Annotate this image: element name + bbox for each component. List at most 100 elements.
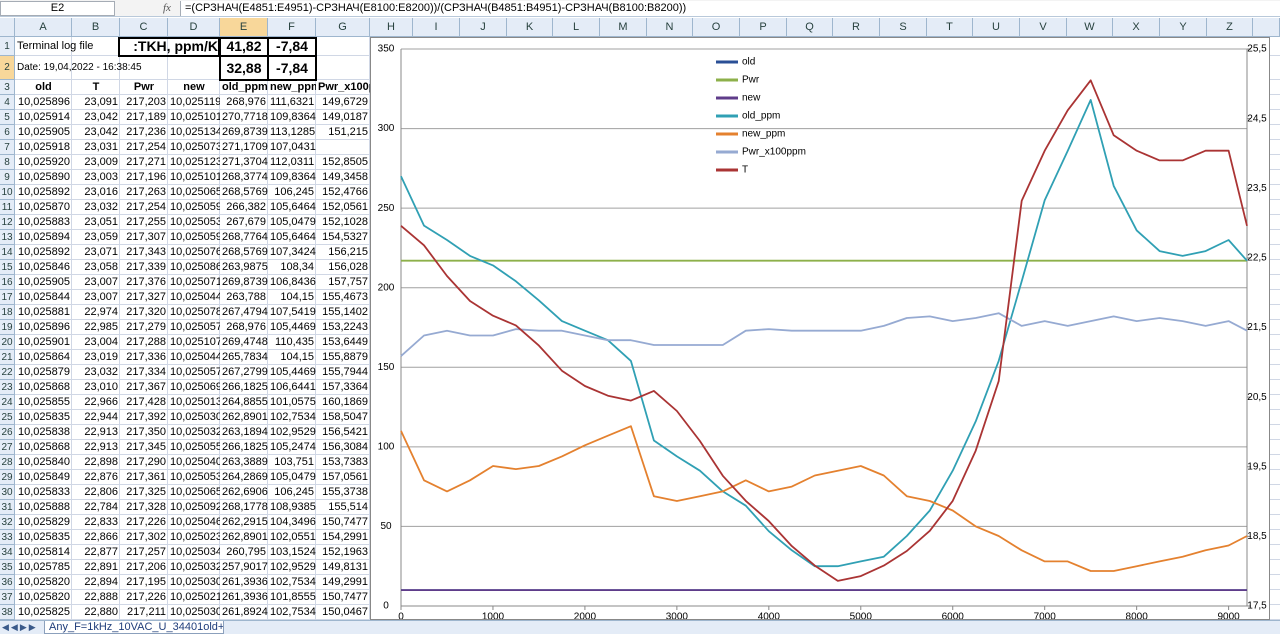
cell[interactable]: 22,784 [84,501,118,513]
row-header[interactable]: 33 [0,530,15,545]
row-header[interactable]: 4 [0,95,15,110]
cell[interactable]: 269,4748 [222,336,268,348]
cell[interactable]: 104,15 [280,291,314,303]
cell[interactable]: 22,891 [84,561,118,573]
row-header[interactable]: 26 [0,425,15,440]
column-header[interactable]: J [460,18,507,37]
cell[interactable]: 23,091 [84,96,118,108]
cell[interactable]: 22,894 [84,576,118,588]
cell[interactable]: 267,2799 [222,366,268,378]
row-header[interactable]: 30 [0,485,15,500]
formula-input[interactable]: =(СРЗНАЧ(E4851:E4951)-СРЗНАЧ(E8100:E8200… [180,1,1280,16]
cell[interactable]: 23,042 [84,126,118,138]
cell[interactable]: 217,206 [126,561,166,573]
row-header[interactable]: 36 [0,575,15,590]
cell[interactable]: 262,8901 [222,531,268,543]
cell[interactable]: 217,325 [126,486,166,498]
cell[interactable]: 105,4469 [270,366,316,378]
cell[interactable]: 156,5421 [322,426,368,438]
row-header[interactable]: 8 [0,155,15,170]
cell[interactable]: 112,0311 [270,156,315,168]
cell[interactable]: 10,025905 [18,276,70,288]
cell[interactable]: 23,058 [84,261,118,273]
cell[interactable]: 260,795 [226,546,266,558]
cell[interactable]: 102,9529 [270,561,316,573]
cell[interactable]: 103,1524 [270,546,316,558]
cell[interactable]: 150,7477 [322,591,368,603]
cell[interactable]: 268,7764 [222,231,268,243]
cell[interactable]: 23,007 [84,276,118,288]
cell[interactable]: -7,84 [276,38,308,54]
cell[interactable]: 268,3774 [222,171,268,183]
cell[interactable]: 149,0187 [322,111,368,123]
cell[interactable]: 217,328 [126,501,166,513]
cell[interactable]: 10,025030 [170,606,220,618]
cell[interactable]: 111,6321 [270,96,315,108]
column-header[interactable]: U [973,18,1020,37]
cell[interactable]: 105,6464 [270,201,316,213]
cell[interactable]: 22,966 [84,396,118,408]
row-header[interactable]: 6 [0,125,15,140]
cell[interactable]: 110,435 [275,336,314,348]
cell[interactable]: 157,757 [328,276,368,288]
cell[interactable]: 217,345 [126,441,166,453]
column-header[interactable]: F [268,18,316,37]
cell[interactable]: 22,876 [84,471,118,483]
cell[interactable]: 157,3364 [322,381,368,393]
cell[interactable]: 10,025055 [170,441,220,453]
cell[interactable]: 22,913 [84,441,118,453]
cell[interactable]: 22,985 [84,321,118,333]
cell[interactable]: 149,2991 [322,576,368,588]
cell[interactable]: 271,3704 [222,156,268,168]
cell[interactable]: 102,7534 [270,576,316,588]
row-header[interactable]: 24 [0,395,15,410]
column-header[interactable]: A [15,18,72,37]
cell[interactable]: 268,976 [226,321,266,333]
cell[interactable]: 266,382 [226,201,266,213]
cell[interactable]: 22,898 [84,456,118,468]
column-header[interactable]: N [647,18,693,37]
row-header[interactable]: 19 [0,320,15,335]
cell[interactable]: 10,025065 [170,486,220,498]
cell[interactable]: 10,025134 [170,126,220,138]
column-header[interactable]: H [370,18,413,37]
cell[interactable]: 10,025044 [170,351,220,363]
cell[interactable]: 23,071 [84,246,118,258]
cell[interactable]: 23,003 [84,171,118,183]
cell[interactable]: 156,215 [328,246,368,258]
cell[interactable]: 22,913 [84,426,118,438]
column-header[interactable]: Q [787,18,833,37]
cell[interactable]: 217,203 [126,96,166,108]
cell[interactable]: 10,025920 [18,156,70,168]
cell[interactable]: 10,025101 [170,111,220,123]
cell[interactable]: 270,7718 [222,111,268,123]
row-header[interactable]: 35 [0,560,15,575]
cell[interactable]: 10,025023 [170,531,220,543]
chart[interactable]: 0 50 100 150 200 250 300 350 17,5 18,5 19,5 20,5 21,… [370,37,1270,620]
cell[interactable]: 271,1709 [222,141,268,153]
cell[interactable]: 10,025838 [18,426,70,438]
cell[interactable]: 10,025059 [170,201,220,213]
cell[interactable]: new_ppm [270,81,316,93]
column-header[interactable]: G [316,18,370,37]
cell[interactable]: 10,025840 [18,456,70,468]
column-header[interactable]: X [1113,18,1160,37]
cell[interactable]: 155,8879 [322,351,368,363]
cell[interactable]: 102,7534 [270,411,316,423]
cell[interactable]: 217,367 [126,381,166,393]
cell[interactable]: 23,009 [84,156,118,168]
cell[interactable]: old_ppm [222,81,268,93]
row-header[interactable]: 10 [0,185,15,200]
cell[interactable]: 10,025868 [18,441,70,453]
cell[interactable]: 149,8131 [322,561,368,573]
cell[interactable]: 217,196 [126,171,166,183]
tab-nav[interactable]: ◀◀▶▶ [2,622,38,632]
cell[interactable]: 264,2869 [222,471,268,483]
cell[interactable]: 10,025844 [18,291,70,303]
cell[interactable]: 262,8901 [222,411,268,423]
cell[interactable]: 108,34 [280,261,314,273]
column-header[interactable]: L [553,18,600,37]
cell[interactable]: 263,1894 [222,426,268,438]
cell[interactable]: Pwr_x100ppm [318,81,370,93]
cell[interactable]: 10,025065 [170,186,220,198]
